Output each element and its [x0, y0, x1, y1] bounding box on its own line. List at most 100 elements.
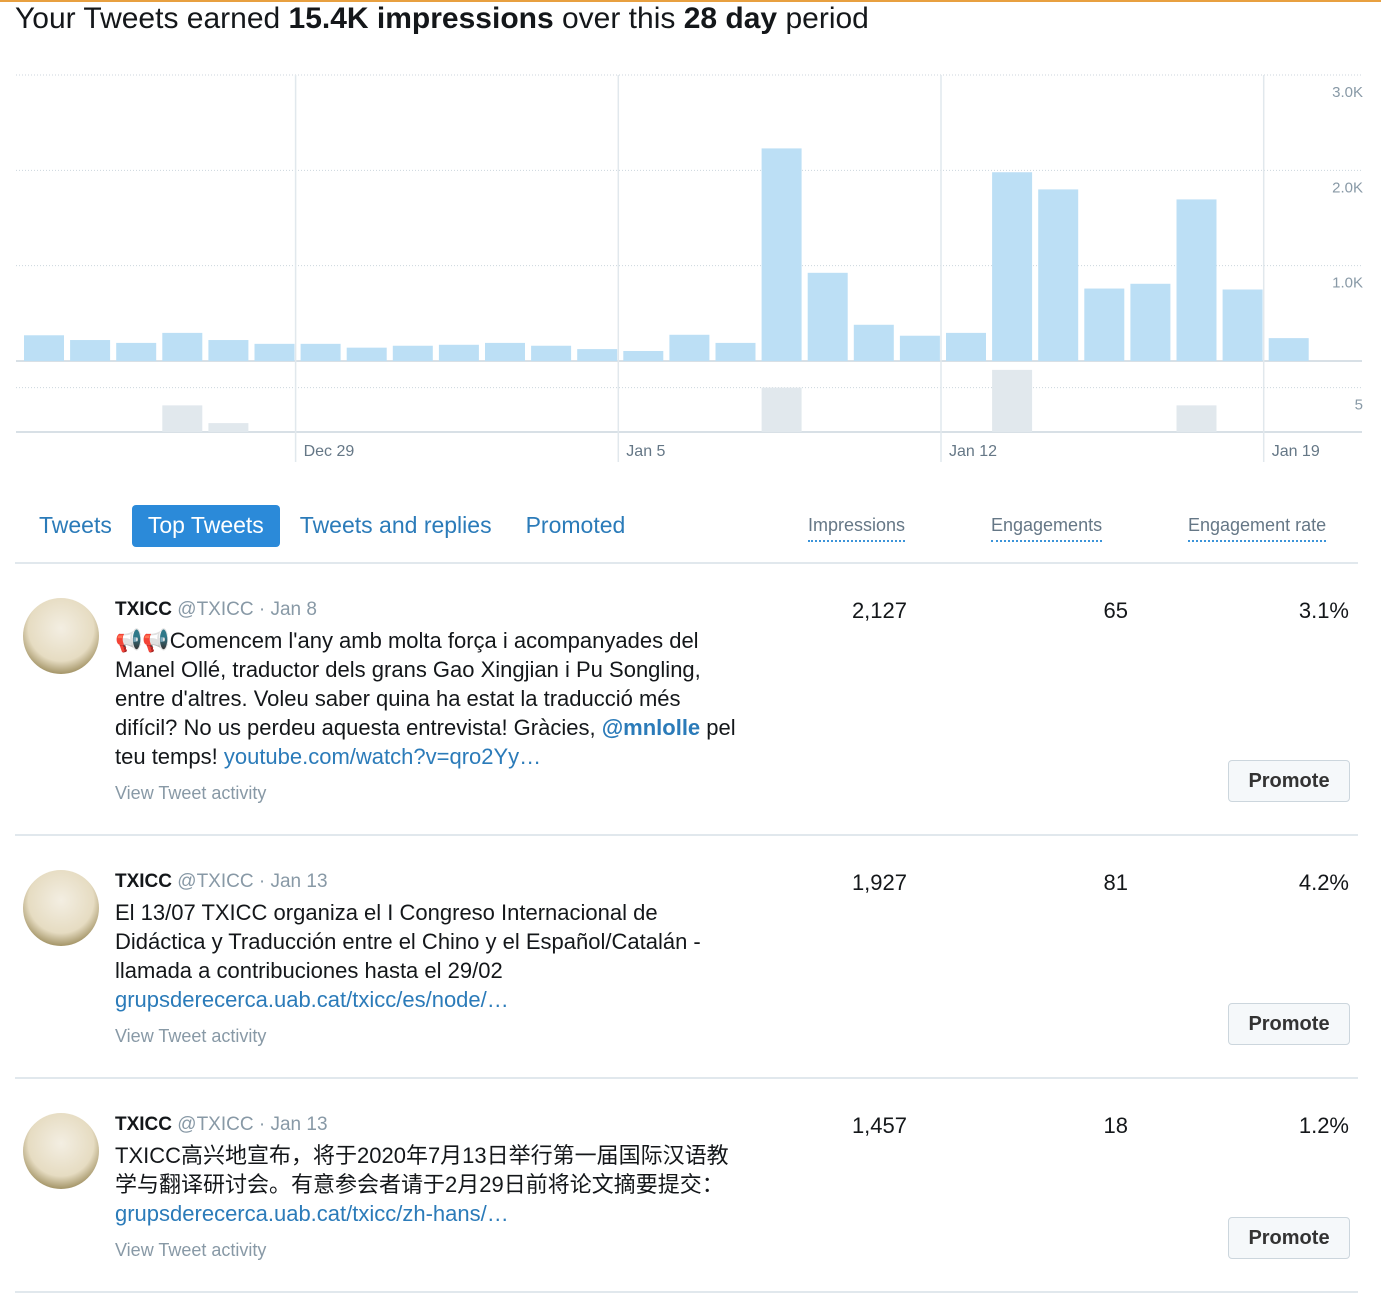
promote-button[interactable]: Promote: [1228, 1217, 1350, 1259]
tweet-row: TXICC @TXICC · Jan 8 📢📢Comencem l'any amb…: [15, 564, 1358, 836]
tweet-date[interactable]: Jan 8: [270, 599, 316, 620]
summary-title: Your Tweets earned 15.4K impressions ove…: [15, 2, 869, 36]
bar: [208, 423, 248, 432]
bar: [762, 388, 802, 432]
mention[interactable]: @mnlolle: [602, 715, 700, 740]
bar: [1084, 289, 1124, 361]
bar: [946, 333, 986, 361]
column-header[interactable]: Engagement rate: [1188, 515, 1326, 542]
bar: [669, 335, 709, 361]
bar: [70, 340, 110, 361]
bar: [301, 344, 341, 361]
bar: [1130, 284, 1170, 361]
x-tick-label: Jan 5: [626, 443, 665, 460]
tweet-body: TXICC @TXICC · Jan 13 TXICC高兴地宣布，将于2020年7…: [115, 1113, 745, 1265]
bar: [762, 148, 802, 361]
author-name[interactable]: TXICC: [115, 1114, 172, 1135]
tab[interactable]: Tweets and replies: [286, 505, 506, 547]
promote-button[interactable]: Promote: [1228, 760, 1350, 802]
link[interactable]: grupsderecerca.uab.cat/txicc/zh-hans/…: [115, 1201, 509, 1226]
bar: [992, 172, 1032, 361]
title-text: Your Tweets earned: [15, 2, 289, 35]
engagements: 81: [1104, 870, 1128, 896]
bar: [162, 333, 202, 361]
bar: [531, 346, 571, 361]
column-header[interactable]: Impressions: [808, 515, 905, 542]
separator: ·: [254, 599, 271, 620]
bar: [992, 370, 1032, 432]
x-tick-label: Jan 19: [1272, 443, 1320, 460]
bar: [577, 349, 617, 361]
y-tick-label: 3.0K: [1332, 84, 1363, 101]
tweet-text: El 13/07 TXICC organiza el I Congreso In…: [115, 898, 745, 1014]
tweet-meta: TXICC @TXICC · Jan 13: [115, 1113, 745, 1137]
tweet-meta: TXICC @TXICC · Jan 8: [115, 598, 745, 622]
chart: 1.0K2.0K3.0K5Dec 29Jan 5Jan 12Jan 19: [0, 0, 1381, 470]
view-activity[interactable]: View Tweet activity: [115, 1236, 745, 1265]
title-text: over this: [554, 2, 684, 35]
author-handle[interactable]: @TXICC: [177, 599, 253, 620]
tweet-text: 📢📢Comencem l'any amb molta força i acomp…: [115, 626, 745, 771]
bar: [1177, 405, 1217, 432]
tab[interactable]: Tweets: [25, 505, 126, 547]
bar: [485, 343, 525, 361]
column-header[interactable]: Engagements: [991, 515, 1102, 542]
tweet-date[interactable]: Jan 13: [270, 1114, 327, 1135]
bar: [393, 346, 433, 361]
avatar: [23, 870, 99, 946]
y-tick-label: 5: [1355, 397, 1363, 414]
separator: ·: [254, 871, 271, 892]
impressions: 1,927: [852, 870, 907, 896]
bar: [854, 325, 894, 361]
bar: [116, 343, 156, 361]
text: TXICC高兴地宣布，将于2020年7月13日举行第一届国际汉语教学与翻译研讨会…: [115, 1143, 729, 1197]
title-impressions: 15.4K impressions: [289, 2, 554, 35]
tweet-body: TXICC @TXICC · Jan 8 📢📢Comencem l'any amb…: [115, 598, 745, 808]
engagement-rate: 1.2%: [1299, 1113, 1349, 1139]
bar: [208, 340, 248, 361]
tweet-text: TXICC高兴地宣布，将于2020年7月13日举行第一届国际汉语教学与翻译研讨会…: [115, 1141, 745, 1228]
tweet-list: TXICC @TXICC · Jan 8 📢📢Comencem l'any amb…: [15, 564, 1358, 1293]
tweet-meta: TXICC @TXICC · Jan 13: [115, 870, 745, 894]
impressions: 1,457: [852, 1113, 907, 1139]
promote-button[interactable]: Promote: [1228, 1003, 1350, 1045]
author-name[interactable]: TXICC: [115, 871, 172, 892]
avatar: [23, 598, 99, 674]
bar: [808, 273, 848, 361]
tweet-row: TXICC @TXICC · Jan 13 TXICC高兴地宣布，将于2020年7…: [15, 1079, 1358, 1293]
y-tick-label: 2.0K: [1332, 179, 1363, 196]
bar: [24, 335, 64, 361]
impressions: 2,127: [852, 598, 907, 624]
page: 1.0K2.0K3.0K5Dec 29Jan 5Jan 12Jan 19 You…: [0, 0, 1381, 1232]
view-activity[interactable]: View Tweet activity: [115, 1022, 745, 1051]
title-period: 28 day: [684, 2, 777, 35]
tweet-body: TXICC @TXICC · Jan 13 El 13/07 TXICC orga…: [115, 870, 745, 1051]
separator: ·: [254, 1114, 271, 1135]
tab[interactable]: Top Tweets: [132, 505, 280, 547]
x-tick-label: Jan 12: [949, 443, 997, 460]
bar: [1038, 189, 1078, 361]
author-handle[interactable]: @TXICC: [177, 1114, 253, 1135]
bar: [716, 343, 756, 361]
text: El 13/07 TXICC organiza el I Congreso In…: [115, 900, 701, 983]
bar: [900, 336, 940, 361]
link[interactable]: youtube.com/watch?v=qro2Yy…: [224, 744, 541, 769]
author-name[interactable]: TXICC: [115, 599, 172, 620]
view-activity[interactable]: View Tweet activity: [115, 779, 745, 808]
avatar: [23, 1113, 99, 1189]
bar: [162, 405, 202, 432]
tab[interactable]: Promoted: [512, 505, 640, 547]
title-text: period: [777, 2, 869, 35]
bar: [255, 344, 295, 361]
engagements: 65: [1104, 598, 1128, 624]
bar: [1177, 199, 1217, 361]
link[interactable]: grupsderecerca.uab.cat/txicc/es/node/…: [115, 987, 509, 1012]
bar: [623, 351, 663, 361]
author-handle[interactable]: @TXICC: [177, 871, 253, 892]
engagements: 18: [1104, 1113, 1128, 1139]
tweet-date[interactable]: Jan 13: [270, 871, 327, 892]
bar: [439, 345, 479, 361]
x-tick-label: Dec 29: [304, 443, 355, 460]
engagement-rate: 3.1%: [1299, 598, 1349, 624]
